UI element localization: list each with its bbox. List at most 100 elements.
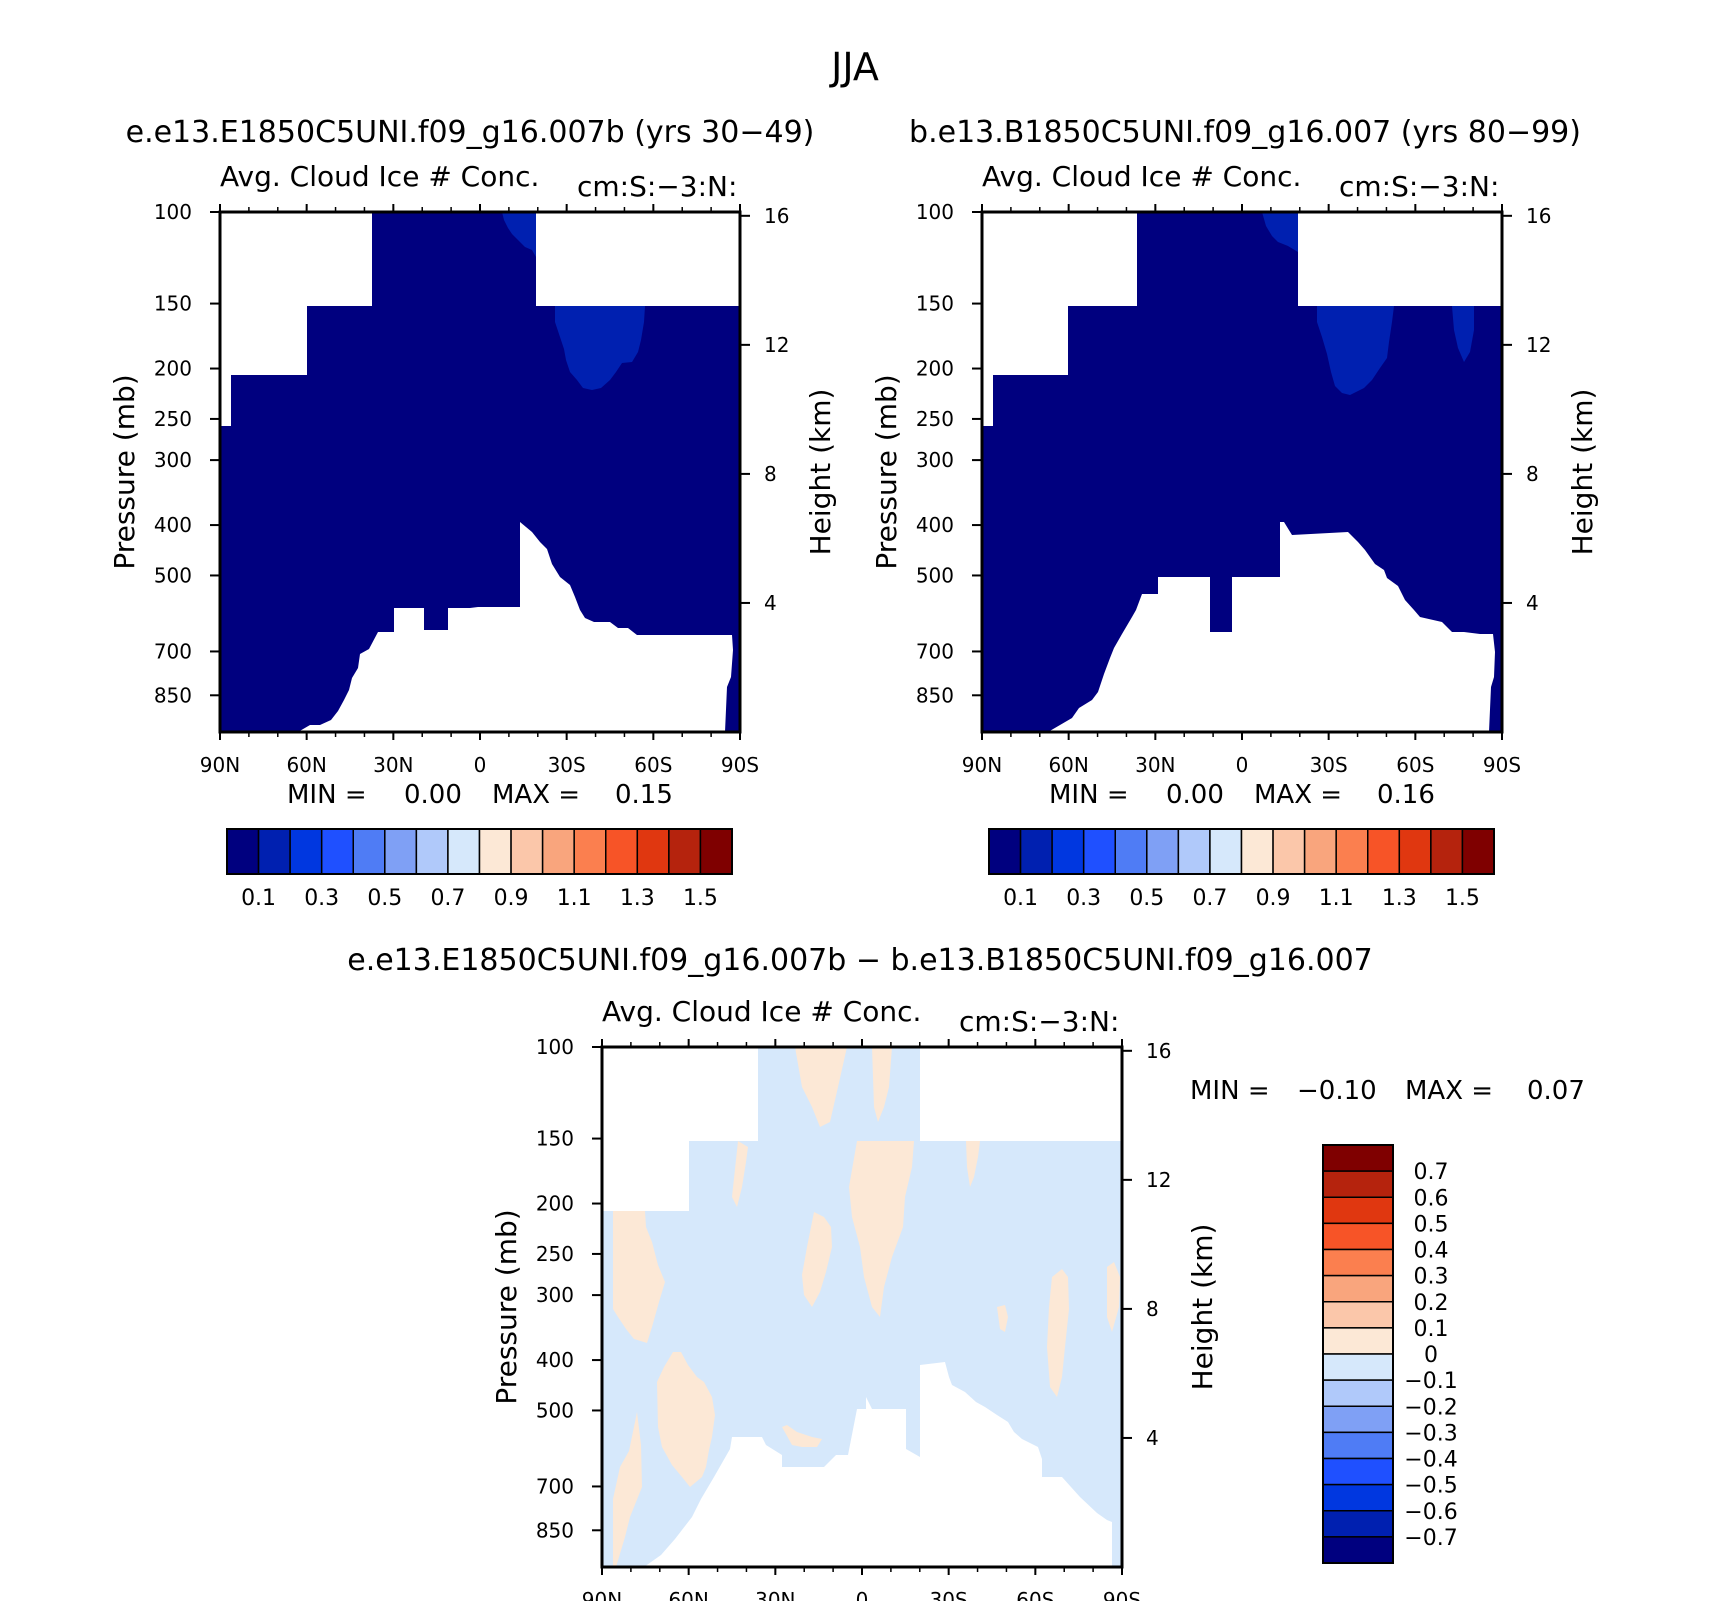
x-tick-label: 60N (1048, 753, 1088, 777)
panel1-ylabel-right: Height (km) (804, 389, 837, 556)
colorbar-swatch (668, 828, 702, 875)
colorbar-label: 0.4 (1414, 1239, 1449, 1264)
colorbar-swatch (1019, 828, 1053, 875)
y-tick-label: 200 (536, 1192, 574, 1216)
y-right-tick-label: 12 (1146, 1168, 1171, 1192)
panel3-min-label: MIN = (1190, 1076, 1270, 1106)
panel3-ylabel: Pressure (mb) (490, 1209, 523, 1404)
colorbar-swatch (1335, 828, 1369, 875)
x-tick-label: 30N (755, 1588, 795, 1601)
colorbar-swatch (1177, 828, 1211, 875)
colorbar-swatch (510, 828, 544, 875)
x-tick-label: 30S (930, 1588, 968, 1601)
panel2-high-ice-patch (1317, 306, 1394, 395)
colorbar-label: 1.5 (683, 886, 718, 911)
colorbar-label: 0.3 (304, 886, 339, 911)
panel1-field (220, 212, 740, 732)
y-tick-label: 150 (536, 1127, 574, 1151)
colorbar-swatch (1322, 1301, 1394, 1329)
panel2-case-title: b.e13.B1850C5UNI.f09_g16.007 (yrs 80−99) (909, 115, 1581, 150)
colorbar-swatch (1082, 828, 1116, 875)
panel3-pos-mid-left (657, 1352, 715, 1487)
colorbar-label: 0.1 (1414, 1317, 1449, 1342)
colorbar-swatch (1209, 828, 1243, 875)
y-right-tick-label: 8 (1146, 1297, 1159, 1321)
colorbar-swatch (1322, 1353, 1394, 1381)
y-tick-label: 150 (916, 292, 954, 316)
colorbar-swatch (447, 828, 481, 875)
panel1-max-label: MAX = (492, 780, 580, 810)
panel3-min-value: −0.10 (1297, 1076, 1377, 1106)
y-right-tick-label: 16 (764, 204, 789, 228)
x-tick-label: 90N (200, 753, 240, 777)
colorbar-swatch (352, 828, 386, 875)
colorbar-swatch (1367, 828, 1401, 875)
colorbar-label: 0.5 (1414, 1212, 1449, 1237)
panel1-units: cm:S:−3:N: (577, 170, 737, 203)
colorbar-swatch (1322, 1510, 1394, 1538)
y-tick-label: 400 (916, 513, 954, 537)
panel1-colorbar: 0.1 0.3 0.5 0.7 0.9 1.1 1.3 1.5 (226, 828, 733, 911)
colorbar-label: 0.7 (430, 886, 465, 911)
y-tick-label: 300 (154, 448, 192, 472)
y-right-tick-label: 16 (1526, 204, 1551, 228)
panel1-ylabel: Pressure (mb) (108, 374, 141, 569)
colorbar-swatch (573, 828, 607, 875)
colorbar-label: 0.3 (1066, 886, 1101, 911)
y-tick-label: 200 (916, 357, 954, 381)
colorbar-frame (1322, 1144, 1394, 1564)
panel1-high-ice-patch-top (502, 212, 536, 257)
colorbar-swatch (1322, 1483, 1394, 1512)
y-tick-label: 700 (916, 639, 954, 663)
panel2-units: cm:S:−3:N: (1339, 170, 1499, 203)
panel3-ylabel-right: Height (km) (1186, 1224, 1219, 1391)
colorbar-label: −0.7 (1404, 1526, 1457, 1551)
panel1-ice-region (220, 212, 740, 732)
colorbar-swatch (1322, 1144, 1394, 1172)
x-tick-label: 90S (1103, 1588, 1141, 1601)
colorbar-swatch (1322, 1274, 1394, 1303)
panel2-min-label: MIN = (1049, 780, 1129, 810)
colorbar-swatch (415, 828, 449, 875)
panel3-pos-edge-right (1047, 1269, 1069, 1397)
colorbar-label: −0.2 (1404, 1395, 1457, 1420)
main-title: JJA (829, 45, 879, 89)
colorbar-swatch (1322, 1457, 1394, 1486)
panel3-colorbar: 0.70.60.50.40.30.20.10−0.1−0.2−0.3−0.4−0… (1322, 1144, 1458, 1564)
panel1-min-label: MIN = (287, 780, 367, 810)
x-tick-label: 60S (1016, 1588, 1054, 1601)
colorbar-label: 0.7 (1414, 1160, 1449, 1185)
panel1-high-ice-patch (555, 306, 645, 390)
colorbar-label: 0.5 (367, 886, 402, 911)
x-tick-label: 90S (1483, 753, 1521, 777)
x-tick-label: 90N (582, 1588, 622, 1601)
colorbar-label: 1.3 (1382, 886, 1417, 911)
colorbar-swatch (1303, 828, 1337, 875)
panel1-title: Avg. Cloud Ice # Conc. (220, 160, 539, 193)
panel3-positive-patches (613, 1047, 1120, 1567)
y-right-tick-label: 4 (1146, 1426, 1159, 1450)
colorbar-swatch (1322, 1327, 1394, 1355)
colorbar-frame (226, 828, 733, 875)
colorbar-swatch (541, 828, 575, 875)
panel3-max-value: 0.07 (1527, 1076, 1585, 1106)
panel3-pos-lower-mid (782, 1425, 822, 1447)
colorbar-label: 0.5 (1129, 886, 1164, 911)
y-right-tick-label: 16 (1146, 1039, 1171, 1063)
y-right-tick-label: 8 (1526, 462, 1539, 486)
panel3-field (602, 1047, 1122, 1567)
colorbar-label: 0.3 (1414, 1265, 1449, 1290)
colorbar-label: −0.1 (1404, 1369, 1457, 1394)
colorbar-swatch (988, 828, 1022, 875)
colorbar-frame (988, 828, 1495, 875)
colorbar-swatch (1430, 828, 1464, 875)
y-tick-label: 250 (154, 407, 192, 431)
x-tick-label: 0 (1236, 753, 1249, 777)
colorbar-swatch (1240, 828, 1274, 875)
x-tick-label: 30S (1310, 753, 1348, 777)
y-tick-label: 400 (154, 513, 192, 537)
colorbar-swatch (1322, 1170, 1394, 1198)
panel3-negative-region (602, 1047, 1122, 1567)
panel3-pos-small (997, 1305, 1008, 1332)
y-tick-label: 100 (154, 200, 192, 224)
